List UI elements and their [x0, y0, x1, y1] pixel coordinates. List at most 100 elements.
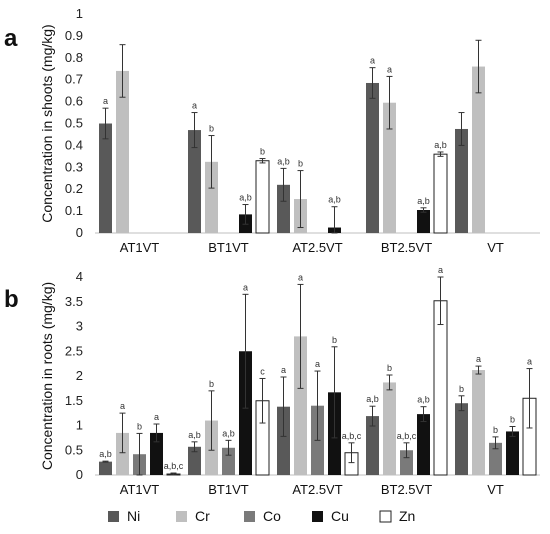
category-label: AT1VT: [120, 482, 160, 497]
significance-label: b: [510, 414, 515, 424]
bar-ni: [455, 403, 468, 475]
bar-cu: [150, 432, 163, 475]
bar-ni: [99, 123, 112, 233]
legend: Ni Cr Co Cu Zn: [108, 508, 415, 524]
significance-label: a: [315, 359, 320, 369]
shoots-chart: a Concentration in shoots (mg/kg) 0 0.1 0.2 0…: [4, 6, 540, 255]
legend-label-cr: Cr: [195, 508, 210, 524]
category-label: AT2.5VT: [292, 482, 342, 497]
significance-label: b: [332, 335, 337, 345]
significance-label: a: [154, 412, 159, 422]
significance-label: a,b,c: [342, 431, 362, 441]
y-tick-label: 0.4: [65, 137, 83, 152]
y-tick-label: 3: [76, 319, 83, 334]
roots-chart: b Concentration in roots (mg/kg) 0 0.5 1 1.5 2…: [4, 265, 540, 497]
y-tick-label: 1: [76, 6, 83, 21]
bar-cr: [472, 370, 485, 475]
y-tick-label: 2: [76, 368, 83, 383]
significance-label: a,b: [99, 449, 112, 459]
significance-label: a: [476, 354, 481, 364]
significance-label: a: [387, 64, 392, 74]
y-tick-label: 0.2: [65, 181, 83, 196]
panel-label: b: [4, 286, 19, 313]
legend-swatch-zn: [379, 510, 392, 523]
bar-ni: [455, 128, 468, 233]
y-tick-label: 3.5: [65, 294, 83, 309]
y-tick-label: 4: [76, 269, 83, 284]
bar-cr: [472, 66, 485, 233]
bar-cr: [383, 382, 396, 475]
y-tick-label: 0.7: [65, 72, 83, 87]
bar-zn: [433, 300, 448, 476]
significance-label: a: [243, 282, 248, 292]
bar-cr: [116, 432, 129, 475]
y-tick-label: 0.8: [65, 50, 83, 65]
bar-co: [222, 447, 235, 475]
significance-label: a: [438, 265, 443, 275]
bar-zn: [255, 160, 270, 234]
category-label: BT1VT: [208, 240, 249, 255]
y-tick-label: 0.9: [65, 28, 83, 43]
significance-label: a,b: [328, 195, 341, 205]
bar-ni: [188, 130, 201, 233]
panel-label: a: [4, 25, 18, 52]
significance-label: a: [527, 357, 532, 367]
y-tick-label: 0: [76, 225, 83, 240]
category-label: AT1VT: [120, 240, 160, 255]
category-label: BT1VT: [208, 482, 249, 497]
category-label: BT2.5VT: [381, 240, 432, 255]
legend-swatch-ni: [108, 511, 119, 522]
legend-swatch-cr: [176, 511, 187, 522]
bar-ni: [99, 461, 112, 475]
significance-label: a,b: [366, 394, 379, 404]
bar-cu: [239, 351, 252, 475]
legend-swatch-cu: [312, 511, 323, 522]
y-axis-label: Concentration in shoots (mg/kg): [39, 24, 55, 222]
y-tick-label: 1.5: [65, 393, 83, 408]
significance-label: b: [459, 384, 464, 394]
significance-label: a,b: [239, 193, 252, 203]
bar-cr: [383, 102, 396, 233]
bar-ni: [277, 406, 290, 475]
bar-cu: [417, 210, 430, 233]
bar-zn: [433, 153, 448, 234]
bar-cr: [205, 161, 218, 233]
legend-label-ni: Ni: [127, 508, 140, 524]
bar-ni: [188, 446, 201, 475]
significance-label: b: [493, 425, 498, 435]
y-tick-label: 0: [76, 467, 83, 482]
legend-label-zn: Zn: [399, 508, 415, 524]
significance-label: a,b: [417, 196, 430, 206]
significance-label: c: [260, 366, 265, 376]
bar-cu: [506, 431, 519, 475]
significance-label: a: [192, 101, 197, 111]
category-label: AT2.5VT: [292, 240, 342, 255]
significance-label: a: [298, 272, 303, 282]
significance-label: a: [103, 96, 108, 106]
significance-label: a: [281, 365, 286, 375]
significance-label: a,b,c: [397, 431, 417, 441]
significance-label: a,b: [222, 428, 235, 438]
significance-label: b: [298, 159, 303, 169]
legend-swatch-co: [244, 511, 255, 522]
bar-co: [400, 450, 413, 475]
significance-label: a: [370, 56, 375, 66]
significance-label: b: [209, 379, 214, 389]
legend-label-co: Co: [263, 508, 281, 524]
legend-label-cu: Cu: [331, 508, 349, 524]
significance-label: b: [260, 147, 265, 157]
significance-label: a: [120, 401, 125, 411]
category-label: VT: [487, 240, 504, 255]
bar-ni: [277, 184, 290, 233]
y-tick-label: 1: [76, 418, 83, 433]
y-tick-label: 0.1: [65, 203, 83, 218]
significance-label: a,b: [417, 395, 430, 405]
significance-label: a,b: [188, 430, 201, 440]
significance-label: b: [209, 124, 214, 134]
bar-ni: [366, 416, 379, 475]
y-tick-label: 0.3: [65, 159, 83, 174]
significance-label: a,b: [277, 156, 290, 166]
bar-cr: [116, 70, 129, 233]
bar-ni: [366, 82, 379, 233]
